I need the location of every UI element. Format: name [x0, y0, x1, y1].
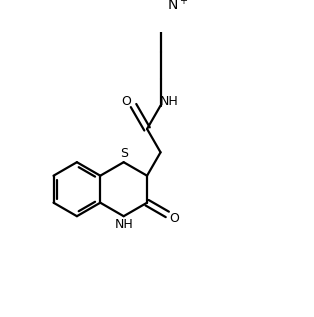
Text: O: O — [170, 212, 179, 225]
Text: O: O — [122, 95, 131, 108]
Text: NH: NH — [115, 218, 134, 231]
Text: S: S — [120, 147, 128, 160]
Text: N$^+$: N$^+$ — [167, 0, 188, 13]
Text: NH: NH — [159, 95, 178, 108]
